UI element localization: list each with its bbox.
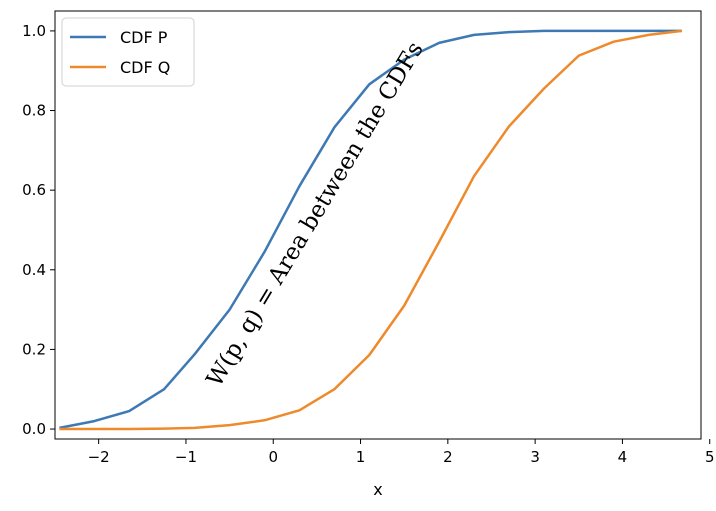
y-tick-label: 0.8 xyxy=(22,102,46,120)
legend-label-cdf-p: CDF P xyxy=(120,28,168,47)
y-tick-label: 0.0 xyxy=(22,420,46,438)
x-tick-label: 3 xyxy=(530,448,540,466)
x-tick-label: −1 xyxy=(175,448,197,466)
y-axis-ticks: 0.0 0.2 0.4 0.6 0.8 1.0 xyxy=(22,22,55,438)
y-tick-label: 0.4 xyxy=(22,261,46,279)
series-line-cdf-p xyxy=(59,29,682,430)
x-tick-label: −2 xyxy=(88,448,110,466)
x-tick-label: 1 xyxy=(356,448,366,466)
x-tick-label: 4 xyxy=(618,448,628,466)
x-axis-ticks: −2 −1 0 1 2 3 4 5 xyxy=(88,439,715,466)
legend-label-cdf-q: CDF Q xyxy=(120,58,170,77)
y-tick-label: 0.2 xyxy=(22,340,46,358)
x-tick-label: 0 xyxy=(268,448,278,466)
legend-box xyxy=(61,17,195,87)
series-line-cdf-q xyxy=(59,29,682,431)
x-axis-label: x xyxy=(373,480,382,499)
series-lines xyxy=(59,29,682,431)
x-tick-label: 5 xyxy=(705,448,715,466)
x-tick-label: 2 xyxy=(443,448,453,466)
y-tick-label: 0.6 xyxy=(22,181,46,199)
y-tick-label: 1.0 xyxy=(22,22,46,40)
legend: CDF P CDF Q xyxy=(61,17,195,87)
